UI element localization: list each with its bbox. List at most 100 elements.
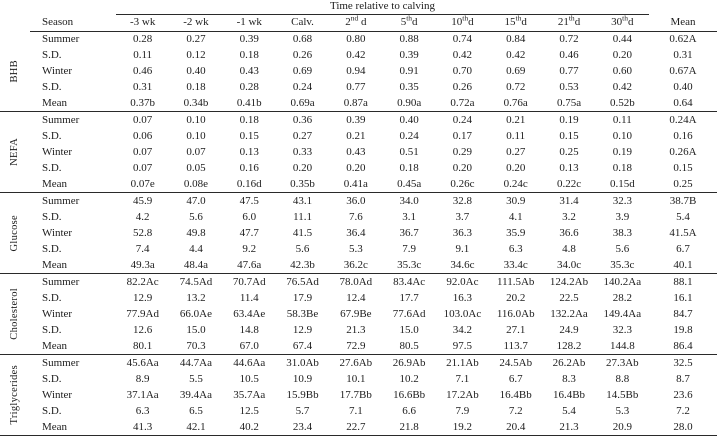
- value-cell: 20.9: [595, 419, 649, 437]
- value-cell: 0.07e: [116, 176, 170, 194]
- table-row: S.D. 0.07 0.05 0.16 0.20 0.20 0.18 0.20 0.20 0.13…: [0, 161, 717, 177]
- value-cell: 12.5: [239, 404, 259, 417]
- table-row: NEFA Summer 0.07 0.10 0.18 0.36 0.39 0.40 0.24 0.…: [0, 111, 717, 194]
- column-header-calv: Calv.: [275, 14, 330, 32]
- value-cell: 0.20: [292, 162, 313, 175]
- value-cell: 58.3Be: [286, 307, 319, 320]
- group-label-text: Glucose: [8, 215, 20, 252]
- value-cell: 7.4: [135, 243, 150, 256]
- value-cell: 6.5: [189, 404, 203, 417]
- value-cell: 0.33: [292, 145, 313, 158]
- value-cell: 7.2: [508, 404, 523, 417]
- value-cell: 0.40: [399, 113, 419, 126]
- value-cell: 24.5Ab: [499, 356, 533, 369]
- value-cell: 0.41b: [222, 95, 276, 113]
- table-row: Winter 37.1Aa 39.4Aa 35.7Aa 15.9Bb 17.7Bb 16.6…: [0, 387, 717, 403]
- value-cell: 0.17: [452, 129, 473, 142]
- value-cell: 3.9: [615, 210, 630, 223]
- value-cell: 5.4: [676, 210, 690, 223]
- group-label-text: Triglycerides: [8, 365, 20, 425]
- value-cell: 0.90a: [382, 95, 436, 113]
- value-cell: 66.0Ae: [179, 307, 212, 320]
- value-cell: 0.21: [346, 129, 366, 142]
- value-cell: 3.1: [402, 210, 416, 223]
- table-row: Glucose Summer 45.9 47.0 47.5 43.1 36.0 34.0 32.…: [0, 192, 717, 275]
- value-cell: 0.88: [399, 32, 419, 45]
- value-cell: 0.15: [673, 162, 693, 175]
- value-cell: 70.7Ad: [232, 275, 266, 288]
- season-cell: S.D.: [42, 48, 62, 61]
- table-row: Mean 49.3a 48.4a 47.6a 42.3b 36.2c 35.3c 34.6c 3…: [0, 257, 717, 275]
- value-cell: 30.9: [506, 194, 526, 207]
- value-cell: 0.10: [612, 129, 632, 142]
- value-cell: 0.15d: [595, 176, 649, 194]
- column-header-3-wk: -3 wk: [116, 14, 170, 32]
- value-cell: 80.5: [382, 338, 436, 356]
- season-cell: S.D.: [42, 129, 62, 142]
- value-cell: 34.0c: [542, 257, 596, 275]
- value-cell: 0.80: [346, 32, 366, 45]
- value-cell: 0.06: [133, 129, 153, 142]
- value-cell: 0.40: [186, 64, 206, 77]
- value-cell: 0.22c: [542, 176, 596, 194]
- value-cell: 0.18: [399, 162, 419, 175]
- value-cell: 5.6: [189, 210, 203, 223]
- value-cell: 11.4: [239, 291, 259, 304]
- column-header-5th: 5thd: [382, 14, 436, 32]
- value-cell: 49.3a: [116, 257, 170, 275]
- value-cell: 28.0: [648, 419, 717, 437]
- column-header-1-wk: -1 wk: [222, 14, 276, 32]
- value-cell: 0.74: [452, 32, 473, 45]
- value-cell: 15.9Bb: [286, 388, 319, 401]
- value-cell: 14.8: [239, 323, 259, 336]
- value-cell: 70.3: [169, 338, 223, 356]
- season-cell: S.D.: [42, 243, 62, 256]
- group-label-nefa: NEFA: [0, 111, 30, 194]
- value-cell: 4.2: [135, 210, 150, 223]
- season-cell: Mean: [30, 95, 116, 113]
- value-cell: 0.60: [612, 64, 632, 77]
- value-cell: 124.2Ab: [549, 275, 589, 288]
- group-label-text: BHB: [8, 59, 20, 83]
- value-cell: 0.94: [346, 64, 366, 77]
- value-cell: 0.27: [506, 145, 526, 158]
- value-cell: 38.7B: [669, 194, 697, 207]
- season-cell: S.D.: [42, 404, 62, 417]
- value-cell: 77.6Ad: [392, 307, 426, 320]
- spanner-row: Time relative to calving: [0, 0, 717, 15]
- value-cell: 83.4Ac: [393, 275, 426, 288]
- season-cell: S.D.: [42, 323, 62, 336]
- value-cell: 0.42: [346, 48, 366, 61]
- value-cell: 0.13: [559, 162, 579, 175]
- value-cell: 4.8: [562, 243, 576, 256]
- value-cell: 0.24: [399, 129, 419, 142]
- table-body: BHB Summer 0.28 0.27 0.39 0.68 0.80 0.88 0.74 0.8…: [0, 31, 717, 437]
- time-relative-to-calving-spanner: Time relative to calving: [116, 0, 649, 15]
- group-label-cholesterol: Cholesterol: [0, 273, 30, 356]
- value-cell: 132.2Aa: [550, 307, 588, 320]
- table-row: Mean 41.3 42.1 40.2 23.4 22.7 21.8 19.2 20.4 21.3…: [0, 419, 717, 437]
- value-cell: 0.72a: [435, 95, 490, 113]
- value-cell: 0.52b: [595, 95, 649, 113]
- value-cell: 41.5A: [669, 226, 697, 239]
- value-cell: 32.3: [612, 194, 632, 207]
- value-cell: 47.7: [239, 226, 259, 239]
- value-cell: 6.3: [508, 243, 523, 256]
- value-cell: 82.2Ac: [126, 275, 159, 288]
- value-cell: 40.1: [648, 257, 717, 275]
- value-cell: 4.4: [189, 243, 203, 256]
- value-cell: 12.9: [292, 323, 313, 336]
- value-cell: 8.3: [562, 372, 576, 385]
- value-cell: 19.2: [435, 419, 490, 437]
- value-cell: 78.0Ad: [339, 275, 373, 288]
- value-cell: 37.1Aa: [126, 388, 159, 401]
- value-cell: 103.0Ac: [443, 307, 482, 320]
- value-cell: 44.6Aa: [233, 356, 266, 369]
- value-cell: 22.5: [559, 291, 579, 304]
- value-cell: 0.25: [648, 176, 717, 194]
- value-cell: 28.2: [612, 291, 632, 304]
- value-cell: 0.24c: [489, 176, 543, 194]
- value-cell: 7.1: [455, 372, 470, 385]
- mean-column-blank: [649, 0, 717, 14]
- value-cell: 47.0: [186, 194, 206, 207]
